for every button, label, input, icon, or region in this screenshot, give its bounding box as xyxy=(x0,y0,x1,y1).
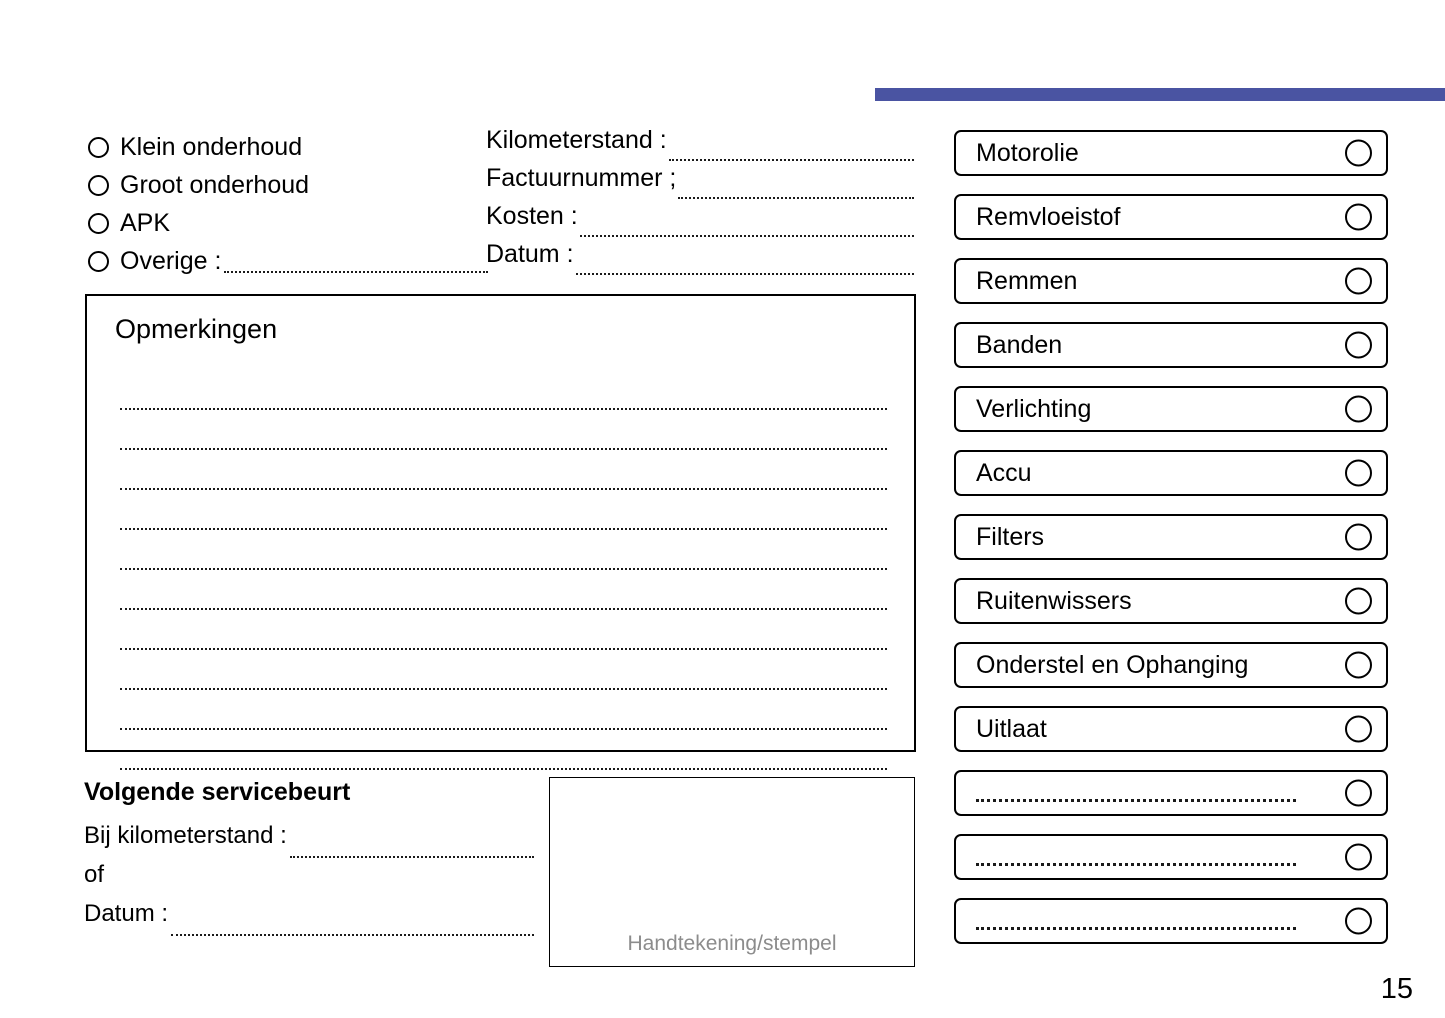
inspection-checklist: Motorolie Remvloeistof Remmen Banden Verlich… xyxy=(954,130,1388,962)
checklist-item[interactable]: Banden xyxy=(954,322,1388,368)
fill-in-line[interactable] xyxy=(678,196,914,199)
service-type-label: Overige : xyxy=(120,246,222,275)
fill-in-line[interactable] xyxy=(224,270,488,273)
remarks-line-group xyxy=(120,370,887,770)
service-field-label: Factuurnummer ; xyxy=(486,164,677,192)
checklist-item[interactable] xyxy=(954,770,1388,816)
header-accent-bar xyxy=(875,88,1445,101)
service-type-label: APK xyxy=(120,208,171,237)
next-service-title: Volgende servicebeurt xyxy=(84,778,351,806)
checklist-item-label: Remvloeistof xyxy=(976,202,1121,231)
checklist-circle-icon[interactable] xyxy=(1345,587,1372,615)
service-field-row[interactable]: Kilometerstand : xyxy=(486,128,914,166)
remarks-line[interactable] xyxy=(120,650,887,690)
checklist-item[interactable]: Verlichting xyxy=(954,386,1388,432)
remarks-line[interactable] xyxy=(120,370,887,410)
next-service-block: Volgende servicebeurt Bij kilometerstand… xyxy=(84,780,534,941)
next-service-label: Bij kilometerstand : xyxy=(84,822,287,849)
checklist-circle-icon[interactable] xyxy=(1345,267,1372,295)
checklist-item-label: Motorolie xyxy=(976,138,1079,167)
remarks-line[interactable] xyxy=(120,730,887,770)
fill-in-line[interactable] xyxy=(579,234,914,237)
service-type-row[interactable]: Overige : xyxy=(88,242,488,280)
checklist-item[interactable]: Uitlaat xyxy=(954,706,1388,752)
checklist-circle-icon[interactable] xyxy=(1345,203,1372,231)
remarks-line[interactable] xyxy=(120,450,887,490)
checklist-circle-icon[interactable] xyxy=(1345,651,1372,679)
checklist-item[interactable]: Accu xyxy=(954,450,1388,496)
fill-in-line[interactable] xyxy=(668,158,914,161)
checklist-item-label: Onderstel en Ophanging xyxy=(976,650,1249,679)
checklist-item[interactable]: Remmen xyxy=(954,258,1388,304)
checklist-circle-icon[interactable] xyxy=(1345,715,1372,743)
remarks-line[interactable] xyxy=(120,690,887,730)
checklist-circle-icon[interactable] xyxy=(1345,907,1372,935)
checklist-item[interactable]: Filters xyxy=(954,514,1388,560)
service-type-list: Klein onderhoud Groot onderhoud APK Overige… xyxy=(88,128,488,280)
service-type-row[interactable]: APK xyxy=(88,204,488,242)
checklist-item-label: Ruitenwissers xyxy=(976,586,1132,615)
checklist-item-label: Uitlaat xyxy=(976,714,1047,743)
checklist-circle-icon[interactable] xyxy=(1345,779,1372,807)
checklist-fill-in-line[interactable] xyxy=(976,798,1296,802)
next-service-label: of xyxy=(84,861,105,888)
checklist-item[interactable]: Ruitenwissers xyxy=(954,578,1388,624)
radio-circle-icon[interactable] xyxy=(88,174,109,196)
next-service-rows: Bij kilometerstand : of Datum : xyxy=(84,824,534,941)
checklist-item[interactable]: Remvloeistof xyxy=(954,194,1388,240)
signature-caption: Handtekening/stempel xyxy=(627,932,837,955)
service-field-row[interactable]: Factuurnummer ; xyxy=(486,166,914,204)
service-field-label: Kosten : xyxy=(486,202,578,230)
service-field-label: Datum : xyxy=(486,240,574,268)
checklist-circle-icon[interactable] xyxy=(1345,395,1372,423)
checklist-item[interactable]: Onderstel en Ophanging xyxy=(954,642,1388,688)
checklist-item-label: Accu xyxy=(976,458,1032,487)
fill-in-line[interactable] xyxy=(171,933,534,936)
checklist-circle-icon[interactable] xyxy=(1345,523,1372,551)
checklist-item[interactable] xyxy=(954,898,1388,944)
signature-box[interactable]: Handtekening/stempel xyxy=(549,777,915,967)
remarks-title: Opmerkingen xyxy=(115,314,278,344)
service-field-list: Kilometerstand : Factuurnummer ; Kosten : D… xyxy=(486,128,914,280)
checklist-fill-in-line[interactable] xyxy=(976,862,1296,866)
service-type-label: Klein onderhoud xyxy=(120,132,303,161)
service-type-label: Groot onderhoud xyxy=(120,170,310,199)
service-type-row[interactable]: Klein onderhoud xyxy=(88,128,488,166)
remarks-line[interactable] xyxy=(120,490,887,530)
radio-circle-icon[interactable] xyxy=(88,212,109,234)
page-number: 15 xyxy=(1380,973,1413,1005)
checklist-item[interactable]: Motorolie xyxy=(954,130,1388,176)
remarks-line[interactable] xyxy=(120,570,887,610)
checklist-item-label: Remmen xyxy=(976,266,1078,295)
next-service-label: Datum : xyxy=(84,900,169,927)
checklist-circle-icon[interactable] xyxy=(1345,331,1372,359)
next-service-row[interactable]: Bij kilometerstand : xyxy=(84,824,534,863)
checklist-item-label: Banden xyxy=(976,330,1063,359)
service-field-label: Kilometerstand : xyxy=(486,126,667,154)
service-field-row[interactable]: Datum : xyxy=(486,242,914,280)
checklist-fill-in-line[interactable] xyxy=(976,926,1296,930)
checklist-item[interactable] xyxy=(954,834,1388,880)
service-field-row[interactable]: Kosten : xyxy=(486,204,914,242)
service-type-row[interactable]: Groot onderhoud xyxy=(88,166,488,204)
fill-in-line[interactable] xyxy=(575,272,914,275)
next-service-row: of xyxy=(84,863,534,902)
next-service-row[interactable]: Datum : xyxy=(84,902,534,941)
remarks-line[interactable] xyxy=(120,610,887,650)
checklist-circle-icon[interactable] xyxy=(1345,459,1372,487)
radio-circle-icon[interactable] xyxy=(88,250,109,272)
remarks-box: Opmerkingen xyxy=(85,294,916,770)
checklist-circle-icon[interactable] xyxy=(1345,843,1372,871)
fill-in-line[interactable] xyxy=(289,855,534,858)
checklist-item-label: Filters xyxy=(976,522,1045,551)
remarks-line[interactable] xyxy=(120,530,887,570)
radio-circle-icon[interactable] xyxy=(88,136,109,158)
checklist-circle-icon[interactable] xyxy=(1345,139,1372,167)
checklist-item-label: Verlichting xyxy=(976,394,1092,423)
remarks-line[interactable] xyxy=(120,410,887,450)
